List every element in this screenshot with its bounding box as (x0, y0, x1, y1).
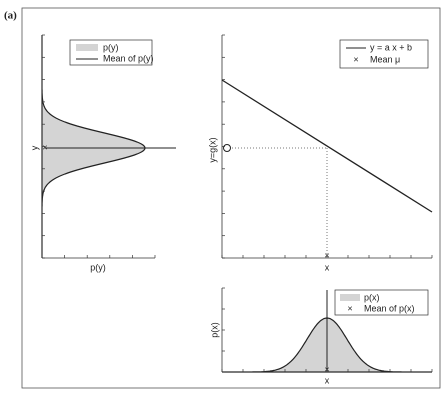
y-label: y=g(x) (207, 137, 217, 162)
legend-label: p(x) (364, 292, 380, 302)
legend-label: y = a x + b (370, 42, 412, 52)
mean-marker: × (42, 142, 47, 152)
legend-swatch (340, 294, 360, 301)
legend-label: Mean μ (370, 54, 400, 64)
gx-panel: × × y = a x + b Mean μ y=g(x) x (207, 35, 433, 272)
legend (339, 39, 429, 69)
x-label: p(y) (90, 262, 106, 272)
ticks (41, 34, 433, 373)
frame (21, 7, 441, 389)
py-panel: × p(y) Mean of p(y) y p(y) (29, 35, 176, 272)
px-panel: × × p(x) Mean of p(x) p(x) x (209, 288, 432, 385)
legend-swatch: × (353, 54, 358, 64)
legend-swatch (76, 44, 98, 51)
y-label: y (29, 145, 39, 150)
x-label: x (325, 262, 330, 272)
mean-y-marker (223, 144, 231, 152)
legend-label: Mean of p(x) (364, 303, 415, 313)
linear-map (221, 79, 433, 213)
legend-swatch: × (347, 303, 352, 313)
py-curve (41, 35, 146, 258)
legend-label: p(y) (103, 42, 119, 52)
figure-label: (a) (4, 10, 17, 22)
legend-label: Mean of p(y) (103, 53, 154, 63)
y-label: p(x) (209, 322, 219, 338)
x-label: x (325, 375, 330, 385)
